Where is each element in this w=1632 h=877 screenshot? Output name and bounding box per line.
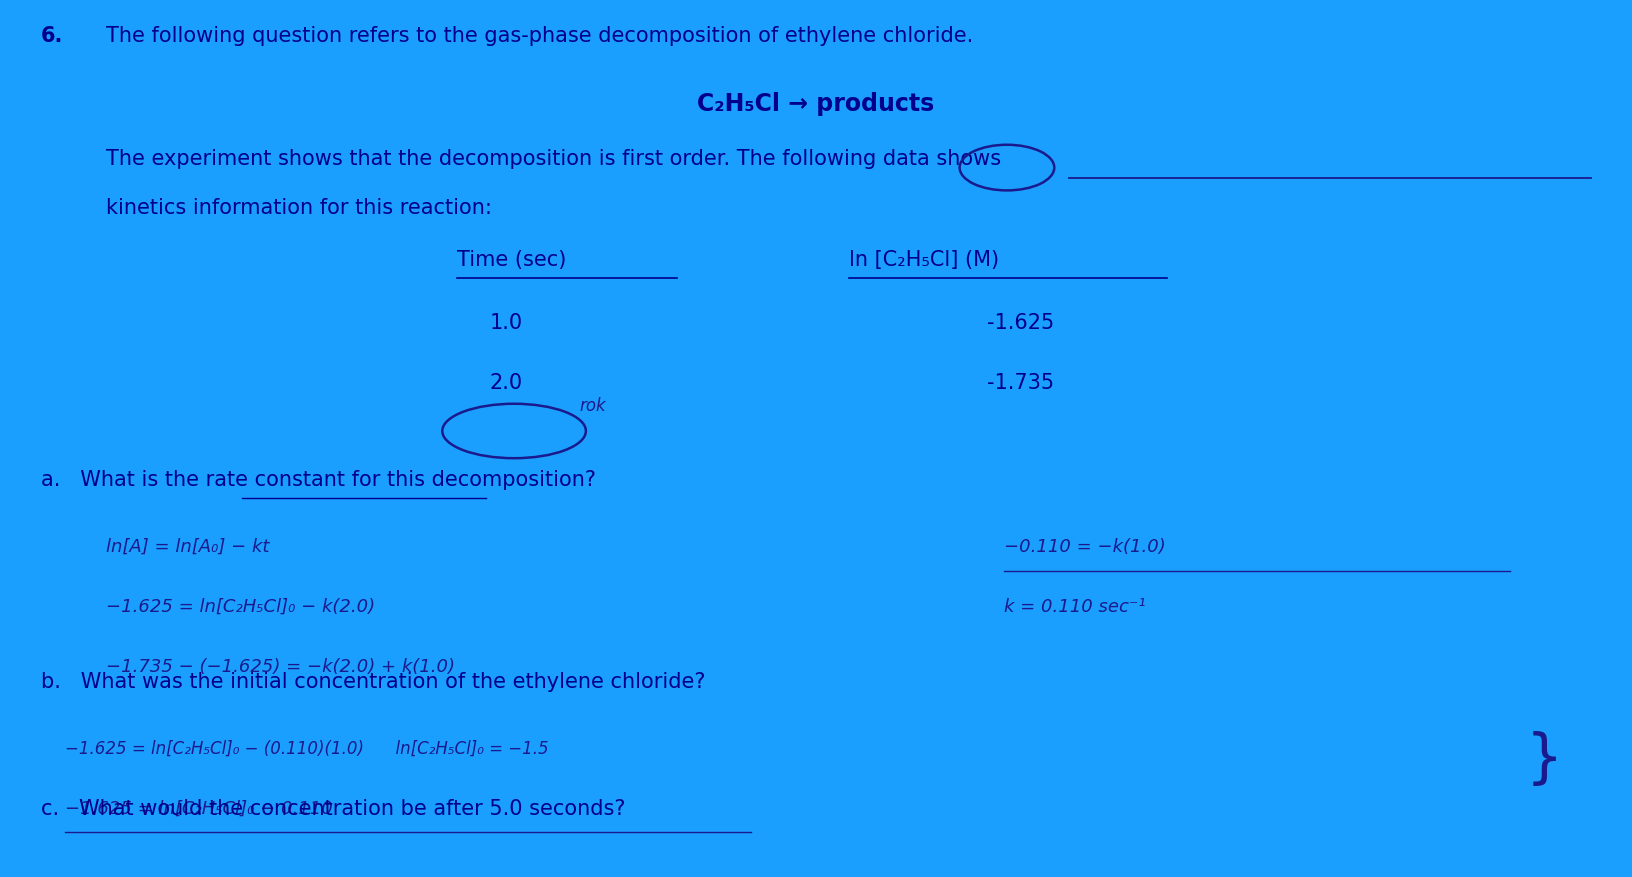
- Text: 1.0: 1.0: [490, 313, 522, 333]
- Text: }: }: [1526, 731, 1563, 788]
- Text: −0.110 = −k(1.0): −0.110 = −k(1.0): [1004, 538, 1165, 556]
- Text: -1.735: -1.735: [987, 373, 1054, 393]
- Text: rok: rok: [579, 396, 605, 415]
- Text: −1.625 = ln[C₂H₅Cl]₀ − k(2.0): −1.625 = ln[C₂H₅Cl]₀ − k(2.0): [106, 597, 375, 616]
- Text: −1.735 − (−1.625) = −k(2.0) + k(1.0): −1.735 − (−1.625) = −k(2.0) + k(1.0): [106, 657, 455, 675]
- Text: 2.0: 2.0: [490, 373, 522, 393]
- Text: The following question refers to the gas-phase decomposition of ethylene chlorid: The following question refers to the gas…: [106, 26, 973, 46]
- Text: kinetics information for this reaction:: kinetics information for this reaction:: [106, 197, 491, 217]
- Text: C₂H₅Cl → products: C₂H₅Cl → products: [697, 92, 935, 116]
- Text: k = 0.110 sec⁻¹: k = 0.110 sec⁻¹: [1004, 597, 1146, 616]
- Text: The experiment shows that the decomposition is first order. The following data s: The experiment shows that the decomposit…: [106, 149, 1000, 169]
- Text: a.   What is the rate constant for this decomposition?: a. What is the rate constant for this de…: [41, 469, 596, 489]
- Text: Time (sec): Time (sec): [457, 250, 566, 270]
- Text: 6.: 6.: [41, 26, 64, 46]
- Text: b.   What was the initial concentration of the ethylene chloride?: b. What was the initial concentration of…: [41, 671, 705, 691]
- Text: −1.625 = ln[C₂H₅Cl]₀ − (0.110)(1.0)      ln[C₂H₅Cl]₀ = −1.5: −1.625 = ln[C₂H₅Cl]₀ − (0.110)(1.0) ln[C…: [65, 739, 548, 758]
- Text: ln[A] = ln[A₀] − kt: ln[A] = ln[A₀] − kt: [106, 538, 269, 556]
- Text: c.   What would the concentration be after 5.0 seconds?: c. What would the concentration be after…: [41, 798, 625, 818]
- Text: ln [C₂H₅Cl] (M): ln [C₂H₅Cl] (M): [849, 250, 999, 270]
- Text: -1.625: -1.625: [987, 313, 1054, 333]
- Text: −1.625 = ln[C₂H₅Cl]₀ − 0.110: −1.625 = ln[C₂H₅Cl]₀ − 0.110: [65, 799, 333, 817]
